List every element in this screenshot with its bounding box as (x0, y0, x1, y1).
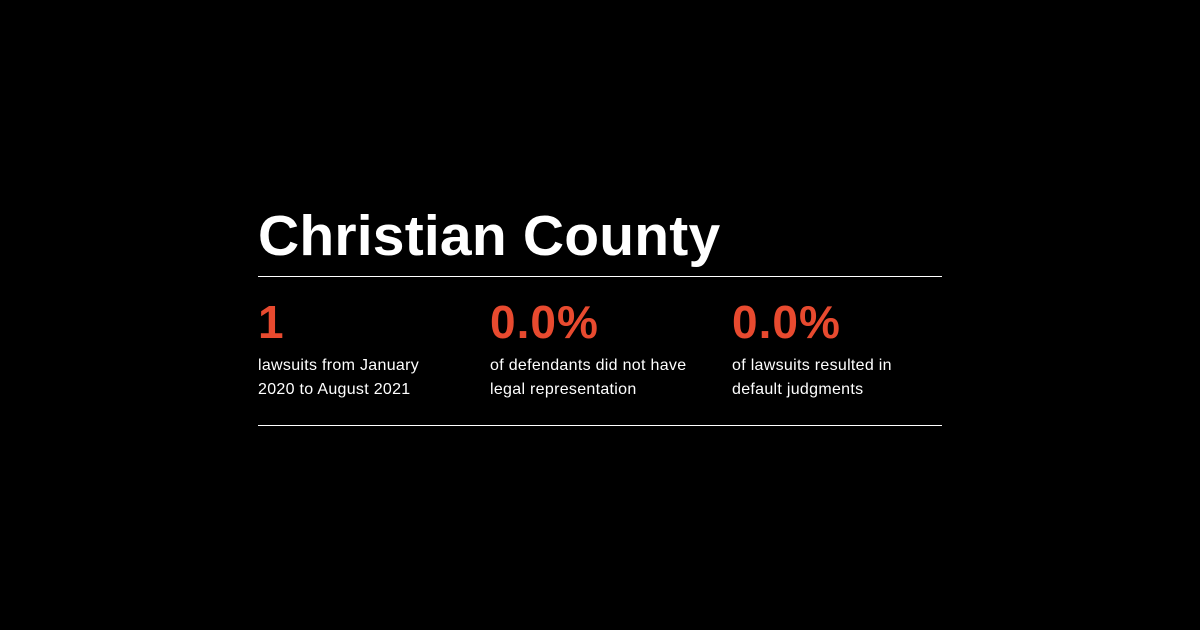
stat-default-judgments-label: of lawsuits resulted in default judgment… (732, 354, 942, 402)
stat-default-judgments-value: 0.0% (732, 296, 841, 348)
top-divider (258, 276, 942, 277)
bottom-divider (258, 425, 942, 426)
stat-default-judgments-label-line1: of lawsuits resulted in (732, 357, 892, 374)
county-summary-card: Christian County 1 lawsuits from January… (258, 202, 942, 426)
stat-lawsuits-value: 1 (258, 296, 285, 348)
stat-no-representation-label: of defendants did not have legal represe… (490, 354, 720, 402)
stat-lawsuits: 1 lawsuits from January 2020 to August 2… (258, 297, 458, 402)
stat-lawsuits-label-line1: lawsuits from January (258, 357, 420, 374)
stat-lawsuits-label: lawsuits from January 2020 to August 202… (258, 354, 458, 402)
stats-row: 1 lawsuits from January 2020 to August 2… (258, 277, 942, 425)
county-title: Christian County (258, 204, 721, 268)
stat-default-judgments: 0.0% of lawsuits resulted in default jud… (732, 297, 942, 402)
stat-default-judgments-label-line2: default judgments (732, 381, 864, 398)
stat-no-representation: 0.0% of defendants did not have legal re… (490, 297, 720, 402)
stat-no-representation-label-line2: legal representation (490, 381, 637, 398)
stat-lawsuits-label-line2: 2020 to August 2021 (258, 381, 411, 398)
stat-no-representation-value: 0.0% (490, 296, 599, 348)
stat-no-representation-label-line1: of defendants did not have (490, 357, 687, 374)
